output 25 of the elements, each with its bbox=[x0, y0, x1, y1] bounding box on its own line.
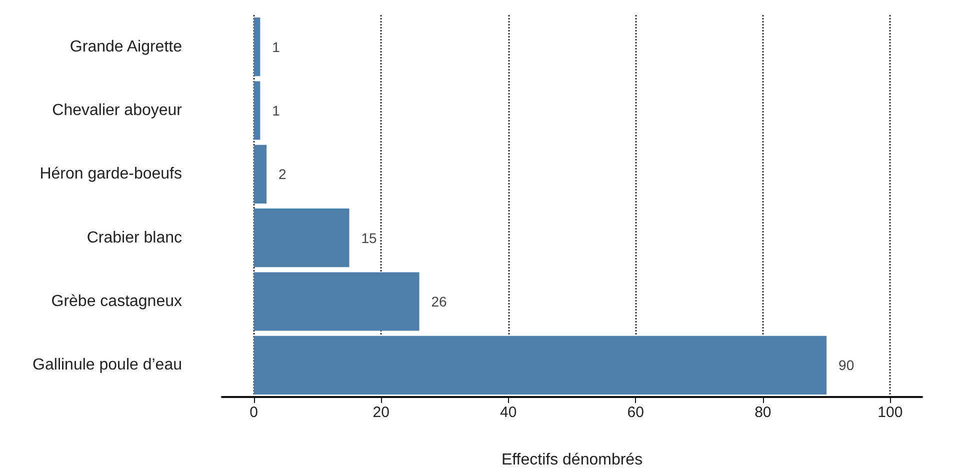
y-tick-label: Grèbe castagneux bbox=[51, 293, 182, 310]
x-tick-label: 100 bbox=[878, 404, 903, 421]
y-tick-label: Grande Aigrette bbox=[70, 38, 182, 56]
bar bbox=[254, 208, 350, 268]
x-tick-label: 60 bbox=[627, 404, 644, 421]
x-tick-label: 40 bbox=[500, 404, 517, 421]
x-tick-label: 80 bbox=[754, 404, 772, 421]
data-label: 1 bbox=[272, 102, 280, 118]
data-label: 26 bbox=[431, 294, 448, 310]
bar bbox=[254, 336, 827, 394]
data-label: 15 bbox=[361, 230, 378, 246]
data-label: 2 bbox=[278, 166, 287, 182]
x-tick-label: 0 bbox=[250, 404, 258, 421]
x-tick-label: 20 bbox=[372, 404, 390, 421]
y-tick-label: Gallinule poule d’eau bbox=[32, 356, 182, 374]
data-label: 90 bbox=[838, 357, 854, 374]
bar bbox=[254, 81, 260, 140]
bar bbox=[254, 18, 260, 76]
bar bbox=[254, 144, 267, 204]
x-axis-title: Effectifs dénombrés bbox=[501, 452, 643, 468]
data-label: 1 bbox=[272, 38, 280, 55]
y-tick-label: Chevalier aboyeur bbox=[52, 102, 183, 119]
bar bbox=[254, 272, 420, 331]
y-tick-label: Héron garde-boeufs bbox=[40, 166, 182, 183]
y-tick-label: Crabier blanc bbox=[86, 229, 182, 246]
